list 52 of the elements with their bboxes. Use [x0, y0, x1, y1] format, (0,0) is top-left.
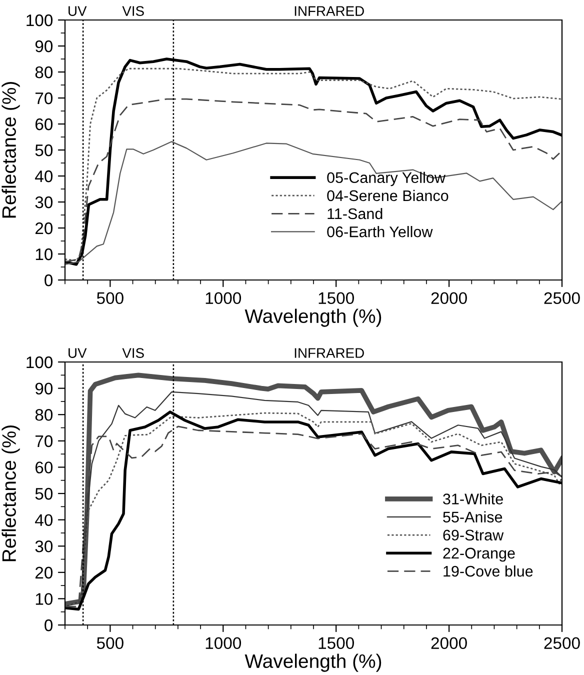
legend-label: 19-Cove blue [444, 565, 533, 577]
legend-label: 55-Anise [443, 511, 502, 522]
y-tick-label: 90 [35, 40, 53, 52]
text: INFRARED [294, 348, 364, 358]
text: VIS [122, 348, 144, 358]
x-tick-label: 1000 [206, 637, 242, 650]
y-tick-label: 80 [35, 66, 53, 78]
y-tick-label: 10 [36, 248, 53, 260]
text: VIS [122, 6, 144, 16]
x-tick-label: 2500 [544, 292, 580, 304]
x-tick-label: 1500 [318, 292, 354, 304]
y-tick-label: 0 [44, 619, 53, 632]
legend-label: 22-Orange [443, 548, 515, 562]
y-tick-label: 30 [35, 196, 53, 208]
legend-label: 06-Earth Yellow [327, 226, 433, 238]
text: UV [68, 348, 87, 358]
x-tick-label: 2000 [431, 637, 467, 650]
y-tick-label: 100 [26, 14, 53, 26]
x-tick-label: 500 [96, 637, 124, 650]
y-tick-label: 30 [35, 540, 53, 552]
y-tick-label: 70 [36, 92, 53, 104]
text: INFRARED [294, 6, 364, 16]
y-tick-label: 20 [35, 566, 53, 579]
y-tick-label: 10 [36, 593, 53, 605]
y-tick-label: 60 [36, 118, 53, 130]
x-tick-label: 1500 [318, 637, 354, 650]
legend-label: 11-Sand [328, 208, 382, 220]
y-tick-label: 70 [36, 435, 53, 448]
x-tick-label: 500 [96, 292, 124, 304]
y-tick-label: 50 [35, 488, 53, 500]
legend-label: 04-Serene Bianco [327, 190, 448, 202]
y-tick-label: 80 [35, 409, 53, 421]
y-axis-title: Reflectance (%) [2, 82, 20, 218]
x-tick-label: 2500 [544, 637, 580, 650]
y-tick-label: 90 [35, 382, 53, 395]
line-series [65, 98, 562, 262]
text: UV [68, 6, 87, 16]
x-tick-label: 1000 [206, 292, 242, 304]
legend-label: 31-White [443, 493, 503, 504]
y-tick-label: 100 [26, 356, 53, 368]
y-tick-label: 20 [35, 222, 53, 234]
legend-label: 05-Canary Yellow [327, 172, 446, 186]
y-tick-label: 60 [36, 462, 53, 474]
legend-label: 69-Straw [443, 530, 504, 541]
y-tick-label: 40 [35, 170, 53, 182]
x-axis-title: Wavelength (%) [244, 654, 382, 672]
y-tick-label: 50 [35, 144, 53, 156]
x-axis-title: Wavelength (%) [244, 308, 382, 327]
y-axis-title: Reflectance (%) [2, 426, 20, 562]
x-tick-label: 2000 [431, 292, 467, 304]
y-tick-label: 40 [35, 514, 53, 526]
y-tick-label: 0 [44, 274, 53, 286]
